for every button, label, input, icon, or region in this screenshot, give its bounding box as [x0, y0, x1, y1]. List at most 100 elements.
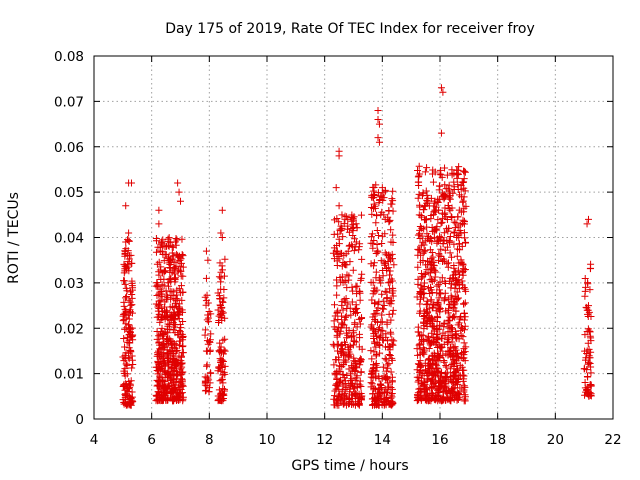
data-point [434, 391, 442, 399]
data-point [440, 358, 448, 366]
data-point [215, 364, 223, 372]
data-point [367, 323, 375, 331]
x-tick-label: 14 [374, 432, 391, 448]
data-point [206, 347, 214, 355]
data-point [339, 233, 347, 241]
data-point [170, 304, 178, 312]
data-point [219, 391, 227, 399]
data-point [367, 260, 375, 268]
data-point [330, 301, 338, 309]
data-point [430, 349, 438, 357]
data-point [423, 266, 431, 274]
data-point [442, 363, 450, 371]
data-point [442, 361, 450, 369]
data-point [218, 396, 226, 404]
data-point [387, 394, 395, 402]
data-point [367, 203, 375, 211]
data-point [160, 303, 168, 311]
data-point [428, 259, 436, 267]
data-point [352, 374, 360, 382]
data-point [331, 369, 339, 377]
data-point [154, 307, 162, 315]
data-point [455, 234, 463, 241]
data-point [431, 266, 439, 274]
data-point [381, 355, 389, 363]
data-point [124, 384, 132, 392]
data-point [207, 310, 215, 318]
data-point [414, 194, 422, 202]
data-point [583, 220, 591, 228]
data-point [373, 211, 381, 219]
data-point [333, 215, 341, 223]
data-point [374, 248, 382, 256]
data-point [448, 360, 456, 368]
data-point [441, 289, 449, 297]
data-point [428, 238, 436, 246]
data-point [152, 282, 160, 290]
data-point [453, 335, 461, 343]
data-point [177, 353, 185, 361]
data-point [218, 298, 226, 306]
data-point [172, 241, 180, 249]
data-point [389, 292, 397, 300]
data-point [127, 179, 135, 187]
data-point [435, 353, 443, 361]
data-point [204, 256, 212, 264]
data-point [438, 258, 446, 266]
data-point [388, 336, 396, 344]
data-point [125, 237, 133, 245]
data-point [429, 334, 437, 342]
data-point [168, 349, 176, 357]
data-point [330, 255, 338, 263]
data-point [461, 234, 469, 242]
data-point [414, 275, 422, 283]
data-point [455, 271, 463, 279]
data-point [381, 374, 389, 382]
data-point [422, 215, 430, 223]
data-point [179, 349, 187, 357]
data-point [173, 365, 181, 373]
data-point [447, 365, 455, 373]
data-point [170, 288, 178, 296]
data-point [158, 382, 166, 390]
data-point [428, 383, 436, 391]
data-point [122, 324, 130, 332]
data-point [416, 203, 424, 211]
data-point [385, 217, 393, 225]
data-point [389, 310, 397, 318]
data-point [374, 134, 382, 142]
data-point [176, 361, 184, 369]
data-point [422, 237, 430, 245]
data-point [460, 339, 468, 347]
data-point [377, 381, 385, 389]
data-point [201, 379, 209, 387]
data-point [370, 287, 378, 295]
data-point [348, 375, 356, 383]
data-point [205, 388, 213, 396]
data-point [426, 234, 434, 242]
data-point [344, 215, 352, 223]
data-point [339, 370, 347, 378]
data-point [367, 347, 375, 355]
data-point [350, 354, 358, 362]
data-point [179, 318, 187, 326]
data-point [457, 327, 465, 335]
data-point [170, 295, 178, 303]
data-point [158, 281, 166, 289]
data-point [416, 357, 424, 365]
data-point [157, 296, 165, 304]
data-point [128, 290, 136, 298]
data-point [342, 294, 350, 302]
data-point [585, 352, 593, 360]
data-point [447, 213, 455, 221]
data-point [155, 258, 163, 266]
data-point [437, 290, 445, 298]
data-point [357, 368, 365, 376]
data-point [369, 244, 377, 252]
data-point [382, 330, 390, 338]
data-point [442, 185, 450, 193]
data-point [418, 380, 426, 388]
data-point [418, 232, 426, 240]
data-point [120, 335, 128, 343]
data-point [163, 307, 171, 315]
